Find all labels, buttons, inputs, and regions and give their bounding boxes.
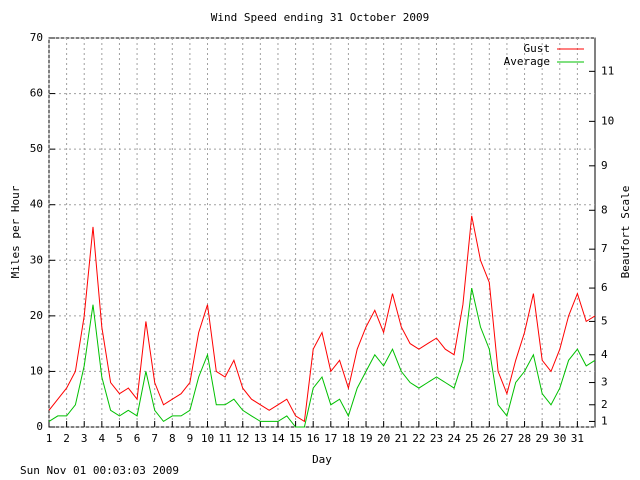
x-tick-label: 18 (342, 432, 355, 445)
chart-title: Wind Speed ending 31 October 2009 (211, 11, 430, 24)
x-tick-label: 2 (63, 432, 70, 445)
y2-tick-label: 8 (601, 203, 608, 216)
x-tick-label: 1 (46, 432, 53, 445)
x-tick-label: 4 (99, 432, 106, 445)
x-tick-label: 7 (151, 432, 158, 445)
y-axis-label: Miles per Hour (9, 185, 22, 278)
x-tick-label: 14 (271, 432, 285, 445)
y-tick-label: 10 (30, 364, 43, 377)
y-tick-label: 60 (30, 87, 43, 100)
y-tick-label: 40 (30, 198, 43, 211)
x-tick-label: 9 (187, 432, 194, 445)
x-tick-label: 11 (219, 432, 232, 445)
x-tick-label: 5 (116, 432, 123, 445)
y2-tick-label: 2 (601, 398, 608, 411)
y2-tick-label: 11 (601, 64, 614, 77)
x-tick-label: 20 (377, 432, 390, 445)
x-tick-label: 29 (536, 432, 549, 445)
y2-tick-label: 4 (601, 348, 608, 361)
x-tick-label: 23 (430, 432, 443, 445)
x-tick-label: 19 (359, 432, 372, 445)
x-tick-label: 12 (236, 432, 249, 445)
footer: Sun Nov 01 00:03:03 2009 (20, 464, 179, 477)
y2-tick-label: 6 (601, 281, 608, 294)
x-tick-label: 26 (483, 432, 496, 445)
x-tick-label: 16 (307, 432, 320, 445)
x-tick-label: 15 (289, 432, 302, 445)
y2-tick-label: 3 (601, 376, 608, 389)
y2-axis-label: Beaufort Scale (619, 186, 632, 279)
plot-frame (48, 37, 596, 428)
x-tick-label: 21 (395, 432, 408, 445)
x-tick-label: 10 (201, 432, 214, 445)
x-tick-label: 13 (254, 432, 267, 445)
y-tick-label: 0 (36, 420, 43, 433)
y2-tick-label: 10 (601, 114, 614, 127)
series-line (48, 215, 596, 423)
x-tick-label: 24 (447, 432, 461, 445)
x-tick-label: 25 (465, 432, 478, 445)
x-tick-label: 30 (553, 432, 566, 445)
y2-tick-label: 7 (601, 242, 608, 255)
legend-label: Gust (524, 42, 551, 55)
x-tick-label: 27 (500, 432, 513, 445)
legend-label: Average (504, 55, 550, 68)
x-axis-label: Day (312, 453, 332, 466)
y2-tick-label: 9 (601, 159, 608, 172)
x-tick-label: 8 (169, 432, 176, 445)
series-line (48, 287, 596, 428)
x-tick-label: 3 (81, 432, 88, 445)
y2-tick-label: 1 (601, 414, 608, 427)
y-tick-label: 70 (30, 31, 43, 44)
y-tick-label: 20 (30, 309, 43, 322)
x-tick-label: 6 (134, 432, 141, 445)
x-tick-label: 22 (412, 432, 425, 445)
x-tick-label: 28 (518, 432, 531, 445)
y-tick-label: 50 (30, 142, 43, 155)
y2-tick-label: 5 (601, 314, 608, 327)
x-tick-label: 31 (571, 432, 584, 445)
x-tick-label: 17 (324, 432, 337, 445)
y-tick-label: 30 (30, 253, 43, 266)
